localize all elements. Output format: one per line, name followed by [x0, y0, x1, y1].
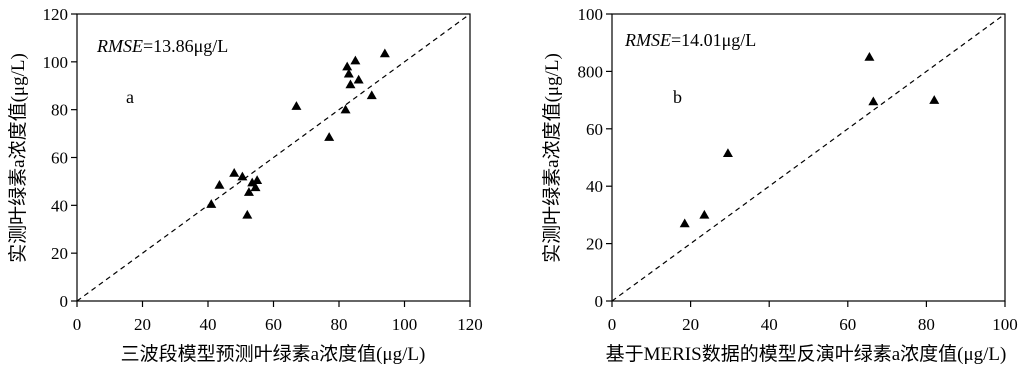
x-tick-label-a: 100	[392, 315, 418, 334]
axis-ticks-b: 0 20 40 60 80 100 0 20 40 60 800 100	[578, 5, 1018, 334]
x-tick-label-a: 60	[265, 315, 282, 334]
y-tick-label-a: 0	[60, 292, 69, 311]
y-tick-label-a: 120	[43, 5, 69, 24]
y-tick-label-b: 0	[595, 292, 604, 311]
x-tick-label-a: 40	[200, 315, 217, 334]
y-axis-label-a: 实测叶绿素a浓度值(μg/L)	[7, 53, 29, 263]
data-point-triangle-a	[250, 182, 261, 192]
x-axis-label-a: 三波段模型预测叶绿素a浓度值(μg/L)	[121, 343, 426, 365]
axis-ticks-a: 0 20 40 60 80 100 120 0 20 40 60 80 100 120	[43, 5, 483, 334]
y-tick-label-a: 100	[43, 53, 69, 72]
data-point-triangle-a	[252, 175, 263, 184]
x-tick-label-a: 20	[134, 315, 151, 334]
scatter-panel-a: 0 20 40 60 80 100 120 0 20 40 60 80 100 120 RMSE=13.8…	[7, 5, 483, 365]
rmse-annotation-b: RMSE=14.01μg/L	[624, 30, 756, 50]
x-tick-label-a: 80	[331, 315, 348, 334]
y-tick-label-a: 20	[51, 244, 68, 263]
reference-line-1to1-a	[76, 13, 471, 302]
data-point-triangle-a	[237, 171, 248, 181]
rmse-value-b: =14.01μg/L	[671, 30, 756, 50]
rmse-value-a: =13.86μg/L	[143, 36, 228, 56]
data-point-triangle-a	[350, 55, 361, 65]
data-point-triangle-a	[324, 132, 335, 141]
data-point-triangle-b	[679, 218, 690, 228]
data-point-triangle-b	[699, 209, 710, 219]
data-point-triangle-a	[379, 48, 390, 58]
x-tick-label-b: 80	[918, 315, 935, 334]
plot-frame-b	[611, 13, 1006, 302]
data-point-triangle-a	[214, 180, 225, 189]
data-point-triangle-a	[345, 79, 356, 89]
y-tick-label-b: 40	[586, 177, 603, 196]
y-tick-label-b: 20	[586, 235, 603, 254]
data-point-triangle-a	[243, 187, 254, 196]
x-tick-label-b: 0	[608, 315, 617, 334]
data-point-triangle-a	[342, 61, 353, 71]
y-tick-label-a: 40	[51, 196, 68, 215]
data-point-triangle-a	[242, 209, 253, 219]
data-point-triangle-a	[206, 199, 217, 208]
data-point-triangle-b	[868, 96, 879, 106]
scatter-panel-b: 0 20 40 60 80 100 0 20 40 60 800 100 RMSE=14.01μg/L…	[541, 5, 1018, 365]
data-points-a	[206, 48, 390, 219]
panel-label-a: a	[126, 87, 134, 107]
y-tick-label-b: 60	[586, 120, 603, 139]
rmse-annotation-a: RMSE=13.86μg/L	[96, 36, 228, 56]
y-tick-label-a: 60	[51, 149, 68, 168]
data-point-triangle-b	[929, 95, 940, 104]
data-point-triangle-a	[366, 90, 377, 100]
y-tick-label-a: 80	[51, 101, 68, 120]
data-points-b	[679, 52, 940, 228]
data-point-triangle-a	[343, 68, 354, 78]
data-point-triangle-a	[353, 74, 364, 84]
y-tick-label-b: 800	[578, 62, 604, 81]
data-point-triangle-a	[229, 168, 240, 177]
x-tick-label-b: 40	[761, 315, 778, 334]
data-point-triangle-b	[864, 52, 875, 61]
reference-line-1to1-b	[611, 13, 1006, 302]
x-axis-label-b: 基于MERIS数据的模型反演叶绿素a浓度值(μg/L)	[606, 343, 1007, 365]
data-point-triangle-b	[722, 148, 733, 157]
x-tick-label-b: 20	[682, 315, 699, 334]
x-tick-label-b: 100	[992, 315, 1018, 334]
rmse-symbol-b: RMSE	[624, 30, 671, 50]
y-tick-label-b: 100	[578, 5, 604, 24]
rmse-symbol-a: RMSE	[96, 36, 143, 56]
data-point-triangle-a	[340, 104, 351, 114]
x-tick-label-a: 120	[457, 315, 483, 334]
x-tick-label-a: 0	[73, 315, 82, 334]
data-point-triangle-a	[291, 101, 302, 110]
y-axis-label-b: 实测叶绿素a浓度值(μg/L)	[541, 53, 563, 263]
panel-label-b: b	[673, 87, 682, 107]
x-tick-label-b: 60	[839, 315, 856, 334]
